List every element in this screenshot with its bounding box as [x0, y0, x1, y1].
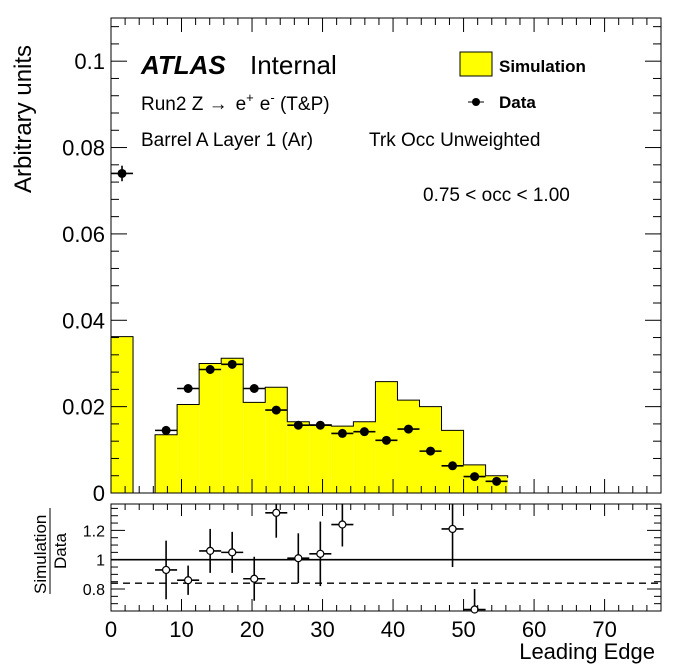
- main-y-tick-label: 0.02: [62, 395, 105, 420]
- data-point: [315, 420, 325, 430]
- ratio-y-tick-label: 0.8: [83, 582, 105, 599]
- simulation-outline: [110, 336, 509, 494]
- legend: Simulation Data: [459, 51, 586, 112]
- data-point: [359, 427, 369, 437]
- ratio-y-label-numerator: Simulation: [31, 515, 50, 594]
- data-point: [161, 425, 171, 435]
- ratio-plot-panel: 0 10 20 30 40 50 60 70 0.8 1 1.2: [83, 503, 662, 642]
- data-point: [271, 405, 281, 415]
- simulation-bar: [199, 363, 222, 493]
- simulation-bar: [309, 424, 332, 493]
- main-plot-frame: [110, 17, 662, 494]
- legend-data-label: Data: [499, 93, 536, 112]
- run-suffix-text: (T&P): [275, 94, 330, 115]
- main-y-tick-label: 0.1: [74, 49, 105, 74]
- run-process-label: Run2 Z → e+ e- (T&P): [141, 90, 330, 115]
- simulation-bar: [111, 336, 134, 493]
- data-point: [381, 435, 391, 445]
- simulation-bar: [287, 421, 310, 493]
- x-tick-label: 0: [105, 617, 117, 642]
- simulation-bar: [397, 400, 420, 493]
- simulation-bar: [221, 358, 244, 493]
- ratio-point: [250, 574, 259, 583]
- data-point: [426, 446, 436, 456]
- data-point: [249, 384, 259, 393]
- main-y-tick-label: 0.06: [62, 222, 105, 247]
- data-point: [492, 476, 502, 486]
- ratio-point: [184, 576, 193, 585]
- ratio-point: [448, 524, 457, 534]
- x-tick-label: 50: [451, 617, 475, 642]
- data-point: [117, 168, 127, 178]
- ratio-point: [316, 549, 325, 558]
- ratio-point: [294, 554, 303, 563]
- x-tick-label: 10: [169, 617, 193, 642]
- region-label: Barrel A Layer 1 (Ar): [141, 130, 313, 151]
- main-y-tick-label: 0: [93, 481, 105, 506]
- data-point: [448, 461, 458, 471]
- electron-text-2: e: [260, 94, 271, 115]
- simulation-bar: [243, 402, 266, 493]
- data-point: [205, 365, 215, 374]
- data-point: [293, 420, 303, 430]
- ratio-plot-frame: [110, 503, 662, 612]
- run-prefix-text: Run2 Z: [141, 94, 209, 115]
- data-point: [227, 359, 237, 369]
- data-point: [470, 472, 480, 482]
- main-plot-panel: 0 0.02 0.04 0.06 0.08 0.1: [62, 17, 662, 506]
- ratio-point: [228, 548, 237, 557]
- electron-text: e: [236, 94, 247, 115]
- atlas-label: ATLAS: [140, 50, 226, 80]
- simulation-bar: [177, 404, 200, 493]
- minus-superscript: -: [270, 90, 274, 105]
- legend-data-marker: [472, 98, 480, 106]
- ratio-y-label-denominator: Data: [51, 533, 70, 569]
- y-axis-label: Arbitrary units: [10, 45, 37, 193]
- ratio-point: [272, 508, 281, 517]
- simulation-bar: [331, 426, 354, 493]
- occupancy-range-label: 0.75 < occ < 1.00: [423, 185, 570, 206]
- ratio-point: [470, 605, 479, 614]
- data-point: [403, 424, 413, 434]
- x-axis-label: Leading Edge: [519, 639, 655, 664]
- simulation-bar: [353, 421, 376, 493]
- ratio-point: [206, 546, 215, 556]
- data-point: [183, 384, 193, 393]
- data-point: [337, 428, 347, 438]
- ratio-y-tick-label: 1: [96, 553, 105, 570]
- ratio-point: [161, 565, 171, 575]
- main-y-tick-label: 0.04: [62, 308, 105, 333]
- ratio-point: [338, 520, 347, 529]
- simulation-bar: [155, 434, 178, 493]
- x-tick-label: 20: [240, 617, 264, 642]
- main-y-tick-label: 0.08: [62, 136, 105, 161]
- x-tick-label: 60: [522, 617, 546, 642]
- x-tick-label: 70: [592, 617, 616, 642]
- plus-superscript: +: [246, 90, 254, 105]
- x-tick-label: 40: [381, 617, 405, 642]
- simulation-bar: [265, 387, 288, 493]
- weighting-label: Trk Occ Unweighted: [369, 130, 540, 151]
- internal-label: Internal: [250, 50, 337, 80]
- legend-simulation-swatch: [459, 51, 493, 77]
- ratio-y-tick-label: 1.2: [83, 523, 105, 540]
- legend-simulation-label: Simulation: [499, 57, 586, 76]
- arrow-glyph: →: [209, 94, 228, 115]
- x-tick-label: 30: [310, 617, 334, 642]
